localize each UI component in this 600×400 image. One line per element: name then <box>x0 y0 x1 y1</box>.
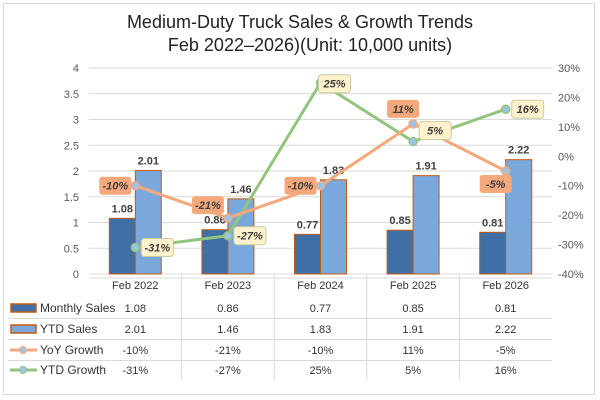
ytd-growth-label: 16% <box>517 104 539 116</box>
legend-label: Monthly Sales <box>40 301 115 315</box>
table-cell: -5% <box>496 345 516 357</box>
table-cell: 0.86 <box>217 303 238 315</box>
table-cell: 25% <box>309 365 331 377</box>
ytd-growth-point <box>130 242 141 253</box>
table-cell: 0.77 <box>310 303 331 315</box>
bar-label-monthly: 1.08 <box>112 203 133 215</box>
left-tick-label: 1 <box>73 218 79 230</box>
left-tick-label: 4 <box>73 63 79 75</box>
chart-title: Medium-Duty Truck Sales & Growth Trends <box>126 12 474 32</box>
legend-label: YoY Growth <box>40 343 103 357</box>
bar-label-ytd: 1.46 <box>230 184 251 196</box>
left-tick-label: 3 <box>73 115 79 127</box>
yoy-growth-point <box>130 180 141 191</box>
left-tick-label: 0.5 <box>64 243 79 255</box>
chart-frame <box>3 3 595 395</box>
yoy-growth-label-box <box>191 196 224 215</box>
legend-key-marker <box>19 366 27 374</box>
right-tick-label: 30% <box>558 63 580 75</box>
ytd-growth-label: 25% <box>322 79 345 91</box>
table-cell: -31% <box>122 365 148 377</box>
bar-monthly-sales <box>479 231 507 275</box>
category-label: Feb 2023 <box>205 280 251 292</box>
yoy-growth-label: -21% <box>195 200 221 212</box>
ytd-growth-point <box>500 104 511 114</box>
bar-label-monthly: 0.81 <box>482 217 503 229</box>
yoy-growth-label: -10% <box>102 181 128 193</box>
bar-label-monthly: 0.85 <box>389 215 410 227</box>
yoy-growth-point <box>223 213 233 223</box>
left-tick-label: 3.5 <box>64 89 79 101</box>
right-tick-label: -30% <box>558 240 584 252</box>
category-label: Feb 2025 <box>390 280 436 292</box>
right-tick-label: -20% <box>558 210 584 222</box>
right-tick-label: 20% <box>558 92 580 104</box>
ytd-growth-label-box <box>140 238 174 258</box>
legend-label: YTD Sales <box>40 322 97 336</box>
ytd-growth-label-box <box>511 99 545 119</box>
table-cell: 0.81 <box>495 303 516 315</box>
table-cell: 1.83 <box>310 324 331 336</box>
table-cell: 2.22 <box>495 324 516 336</box>
table-cell: 1.91 <box>402 324 423 336</box>
table-cell: -21% <box>215 345 241 357</box>
right-tick-label: 10% <box>558 122 580 134</box>
legend-label: YTD Growth <box>40 363 106 377</box>
yoy-growth-label-box <box>387 99 420 118</box>
ytd-growth-point <box>223 230 233 241</box>
ytd-growth-point <box>408 136 418 147</box>
table-cell: 1.08 <box>125 303 146 315</box>
left-tick-label: 1.5 <box>64 192 79 204</box>
left-tick-label: 0 <box>73 269 79 281</box>
table-cell: -10% <box>308 345 334 357</box>
yoy-growth-label: -5% <box>486 179 506 191</box>
table-cell: -27% <box>215 365 241 377</box>
table-cell: 2.01 <box>125 324 146 336</box>
ytd-growth-label: 5% <box>427 126 443 138</box>
legend-key-marker <box>19 346 27 354</box>
ytd-growth-label-box <box>233 226 267 246</box>
category-label: Feb 2022 <box>112 280 158 292</box>
yoy-growth-label: 11% <box>392 104 413 116</box>
bar-label-ytd: 1.91 <box>415 161 436 173</box>
legend-key-0 <box>10 303 37 313</box>
table-cell: -10% <box>122 345 148 357</box>
yoy-growth-label: -10% <box>288 181 314 193</box>
category-label: Feb 2024 <box>297 280 343 292</box>
yoy-growth-point <box>500 166 511 176</box>
ytd-growth-label-box <box>318 74 351 94</box>
bar-label-monthly: 0.77 <box>297 219 318 231</box>
table-cell: 5% <box>405 365 421 377</box>
ytd-growth-label: -31% <box>144 243 170 255</box>
yoy-growth-point <box>315 180 326 191</box>
left-tick-label: 2 <box>73 166 79 178</box>
bar-label-ytd: 2.01 <box>138 155 159 167</box>
right-tick-label: -40% <box>558 269 584 281</box>
table-cell: 1.46 <box>217 324 238 336</box>
bar-monthly-sales <box>294 233 321 275</box>
ytd-growth-label: -27% <box>237 231 263 243</box>
table-cell: 0.85 <box>402 303 423 315</box>
right-tick-label: 0% <box>558 151 574 163</box>
left-tick-label: 2.5 <box>64 140 79 152</box>
bar-monthly-sales <box>386 229 414 275</box>
yoy-growth-label-box <box>284 176 317 195</box>
table-cell: 16% <box>495 365 517 377</box>
yoy-growth-label-box <box>99 176 132 195</box>
legend-key-1 <box>10 324 37 334</box>
category-label: Feb 2026 <box>482 280 528 292</box>
ytd-growth-label-box <box>418 121 452 141</box>
bar-label-ytd: 2.22 <box>508 145 529 157</box>
bar-label-monthly: 0.86 <box>204 215 225 227</box>
bar-ytd-sales <box>412 175 440 275</box>
right-tick-label: -10% <box>558 181 584 193</box>
chart-subtitle: Feb 2022–2026)(Unit: 10,000 units) <box>167 35 453 55</box>
table-cell: 11% <box>402 345 423 357</box>
bar-ytd-sales <box>320 179 347 275</box>
yoy-growth-point <box>408 119 418 129</box>
yoy-growth-label-box <box>479 175 512 193</box>
